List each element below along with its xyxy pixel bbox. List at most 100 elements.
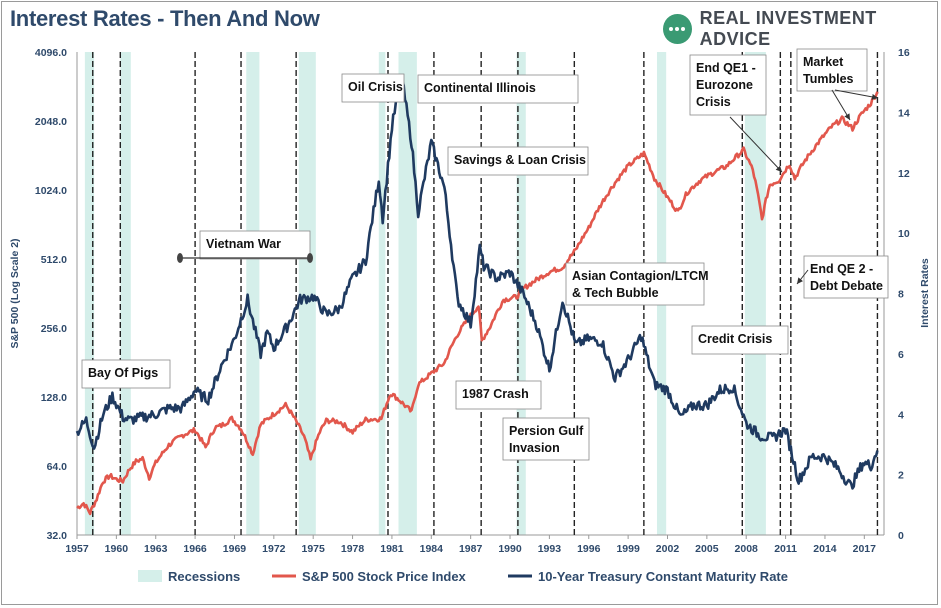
x-tick-label: 1981 [380,543,404,555]
annotation-text: Market [803,55,844,69]
x-tick-label: 1975 [302,543,326,555]
y-left-tick-label: 256.0 [41,323,67,335]
annotation-1987-crash: 1987 Crash [455,380,542,410]
y-right-tick-label: 2 [898,470,904,482]
tumbles-arrow-2 [834,89,879,100]
recession-band [120,52,131,535]
vietnam-span-start-marker [177,253,183,263]
y-left-tick-label: 1024.0 [35,185,67,197]
annotation-bay-of-pigs: Bay Of Pigs [81,359,171,389]
y-right-tick-label: 16 [898,47,910,59]
annotation-box [803,255,889,299]
brand: REAL INVESTMENT ADVICE [663,8,941,50]
annotation-box [417,74,579,104]
x-tick-label: 1999 [616,543,640,555]
y-left-axis-title: S&P 500 (Log Scale 2) [9,238,21,348]
recession-band [84,52,95,535]
tumbles-arrow-1 [831,89,851,121]
annotation-text: 1987 Crash [462,387,529,401]
annotation-box [796,48,868,92]
annotation-text: & Tech Bubble [572,286,659,300]
recession-band [378,52,386,535]
recession-band [398,52,417,535]
annotation-box [341,73,405,103]
x-tick-label: 1957 [65,543,89,555]
x-tick-label: 1996 [577,543,601,555]
annotation-text: Persion Gulf [509,424,584,438]
annotation-box [502,417,590,461]
annotation-text: End QE 2 - [810,262,873,276]
x-tick-label: 1969 [223,543,247,555]
annotation-box [455,380,542,410]
x-tick-label: 2008 [735,543,759,555]
x-tick-label: 1978 [341,543,365,555]
annotation-text: Savings & Loan Crisis [454,153,586,167]
legend: Recessions S&P 500 Stock Price Index 10-Ye… [138,569,788,584]
annotation-text: Crisis [696,95,731,109]
annotation-box [565,262,705,306]
annotation-text: Asian Contagion/LTCM [572,269,709,283]
annotation-end-qe2: End QE 2 - Debt Debate [803,255,889,299]
chart-title: Interest Rates - Then And Now [10,6,320,31]
x-tick-label: 1990 [498,543,522,555]
annotation-asian-contagion: Asian Contagion/LTCM & Tech Bubble [565,262,709,306]
y-right-tick-label: 10 [898,228,910,240]
qe1-arrow [729,116,783,173]
x-tick-label: 1963 [144,543,168,555]
sp500-line [76,91,879,516]
annotation-text: Continental Illinois [424,81,536,95]
annotation-text: Credit Crisis [698,332,772,346]
y-right-tick-label: 14 [898,107,910,119]
y-right-tick-label: 4 [898,409,904,421]
x-tick-label: 1987 [459,543,483,555]
annotation-market-tumbles: Market Tumbles [796,48,868,92]
brand-name: REAL INVESTMENT ADVICE [699,8,877,49]
annotation-text: Vietnam War [206,237,281,251]
annotation-box [199,230,311,260]
annotation-box [447,146,589,176]
annotation-text: Oil Crisis [348,80,403,94]
recession-band [246,52,260,535]
x-tick-label: 2005 [695,543,719,555]
legend-recessions-label: Recessions [168,569,240,584]
annotation-text: Debt Debate [810,279,883,293]
annotation-text: Invasion [509,441,560,455]
legend-sp500-label: S&P 500 Stock Price Index [302,569,467,584]
annotation-box [81,359,171,389]
annotation-text: Eurozone [696,78,753,92]
recession-band [298,52,316,535]
series [75,74,879,516]
y-left-tick-label: 64.0 [47,461,68,473]
x-tick-label: 1966 [183,543,207,555]
x-tick-label: 2014 [813,543,837,555]
qe2-arrow [796,269,809,285]
y-left-tick-label: 4096.0 [35,47,67,59]
treasury-line [75,74,879,490]
annotation-persian-gulf: Persion Gulf Invasion [502,417,590,461]
legend-recession-swatch [138,570,162,582]
annotation-oil-crisis: Oil Crisis [341,73,405,103]
annotation-box [691,325,789,355]
annotation-text: End QE1 - [696,61,756,75]
legend-treasury-label: 10-Year Treasury Constant Maturity Rate [538,569,788,584]
annotation-end-qe1: End QE1 - Eurozone Crisis [689,54,767,116]
x-tick-label: 2011 [774,543,797,555]
recession-band [744,52,766,535]
vietnam-span-end-marker [307,253,313,263]
x-tick-label: 1960 [105,543,129,555]
y-right-tick-label: 6 [898,349,904,361]
annotation-text: Tumbles [803,72,854,86]
y-right-tick-label: 12 [898,168,910,180]
annotation-vietnam-war: Vietnam War [199,230,311,260]
x-tick-label: 1984 [420,543,444,555]
annotations: Bay Of Pigs Vietnam War Oil Crisis Continen… [81,48,889,461]
y-left-tick-label: 32.0 [47,530,68,542]
y-left-tick-label: 512.0 [41,254,67,266]
annotation-savings-loan: Savings & Loan Crisis [447,146,589,176]
x-tick-label: 1972 [262,543,286,555]
y-right-axis-title: Interest Rates [919,258,931,328]
annotation-continental-illinois: Continental Illinois [417,74,579,104]
y-left-tick-label: 128.0 [41,392,67,404]
